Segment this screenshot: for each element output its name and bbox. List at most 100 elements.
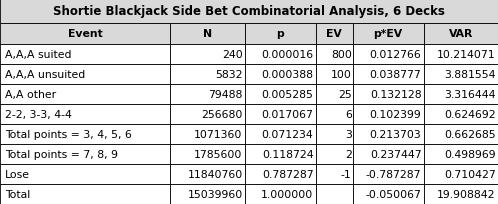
Text: 25: 25 <box>338 90 352 100</box>
Bar <box>245 23 316 45</box>
Bar <box>245 184 316 204</box>
Bar <box>245 164 316 184</box>
Text: 0.102399: 0.102399 <box>370 110 421 120</box>
Bar <box>245 45 316 65</box>
Bar <box>245 65 316 85</box>
Text: 1.000000: 1.000000 <box>261 189 313 199</box>
Bar <box>316 85 353 104</box>
Text: 1785600: 1785600 <box>194 149 243 159</box>
Text: Shortie Blackjack Side Bet Combinatorial Analysis, 6 Decks: Shortie Blackjack Side Bet Combinatorial… <box>53 5 445 18</box>
Bar <box>316 124 353 144</box>
Bar <box>353 144 423 164</box>
Bar <box>170 144 245 164</box>
Text: 5832: 5832 <box>215 70 243 80</box>
Text: 240: 240 <box>222 50 243 60</box>
Text: p: p <box>276 29 284 39</box>
Text: -0.050067: -0.050067 <box>366 189 421 199</box>
Text: 0.498969: 0.498969 <box>444 149 496 159</box>
Text: 79488: 79488 <box>208 90 243 100</box>
Text: 6: 6 <box>345 110 352 120</box>
Text: Lose: Lose <box>5 169 30 179</box>
Text: 0.132128: 0.132128 <box>370 90 421 100</box>
Text: 0.005285: 0.005285 <box>261 90 313 100</box>
Text: Total points = 7, 8, 9: Total points = 7, 8, 9 <box>5 149 118 159</box>
Bar <box>245 124 316 144</box>
Text: 0.710427: 0.710427 <box>444 169 496 179</box>
Bar <box>316 45 353 65</box>
Text: 0.624692: 0.624692 <box>444 110 496 120</box>
Bar <box>423 85 498 104</box>
Text: 0.012766: 0.012766 <box>370 50 421 60</box>
Bar <box>316 144 353 164</box>
Text: VAR: VAR <box>449 29 473 39</box>
Bar <box>0 45 170 65</box>
Text: 3.881554: 3.881554 <box>444 70 496 80</box>
Bar <box>353 85 423 104</box>
Bar <box>245 104 316 124</box>
Bar <box>245 144 316 164</box>
Bar <box>170 104 245 124</box>
Bar <box>316 164 353 184</box>
Text: Total points = 3, 4, 5, 6: Total points = 3, 4, 5, 6 <box>5 129 132 139</box>
Bar <box>423 144 498 164</box>
Bar <box>0 104 170 124</box>
Bar <box>353 104 423 124</box>
Text: A,A,A suited: A,A,A suited <box>5 50 72 60</box>
Text: 0.237447: 0.237447 <box>370 149 421 159</box>
Bar <box>353 184 423 204</box>
Text: 11840760: 11840760 <box>187 169 243 179</box>
Bar <box>423 184 498 204</box>
Text: EV: EV <box>326 29 342 39</box>
Bar <box>170 45 245 65</box>
Bar <box>353 164 423 184</box>
Text: p*EV: p*EV <box>374 29 403 39</box>
Text: 0.118724: 0.118724 <box>262 149 313 159</box>
Text: 2: 2 <box>345 149 352 159</box>
Bar <box>170 124 245 144</box>
Bar <box>0 124 170 144</box>
Text: -0.787287: -0.787287 <box>366 169 421 179</box>
Text: 0.787287: 0.787287 <box>262 169 313 179</box>
Text: 0.017067: 0.017067 <box>261 110 313 120</box>
Text: Total: Total <box>5 189 30 199</box>
Bar <box>423 45 498 65</box>
Text: 3: 3 <box>345 129 352 139</box>
Bar <box>170 65 245 85</box>
Bar <box>423 164 498 184</box>
Text: 10.214071: 10.214071 <box>437 50 496 60</box>
Text: 3.316444: 3.316444 <box>444 90 496 100</box>
Text: Event: Event <box>68 29 103 39</box>
Text: -1: -1 <box>341 169 352 179</box>
Bar <box>0 23 170 45</box>
Text: N: N <box>203 29 212 39</box>
Bar <box>170 23 245 45</box>
Bar <box>170 85 245 104</box>
Bar <box>0 144 170 164</box>
Bar <box>0 184 170 204</box>
Bar <box>316 65 353 85</box>
Text: 0.000016: 0.000016 <box>261 50 313 60</box>
Bar <box>0 65 170 85</box>
Bar <box>245 85 316 104</box>
Text: 800: 800 <box>331 50 352 60</box>
Bar <box>316 184 353 204</box>
Text: 1071360: 1071360 <box>194 129 243 139</box>
Bar <box>316 104 353 124</box>
Bar <box>0 85 170 104</box>
Bar <box>353 45 423 65</box>
Bar <box>170 184 245 204</box>
Bar <box>423 65 498 85</box>
Text: 15039960: 15039960 <box>187 189 243 199</box>
Bar <box>353 23 423 45</box>
Text: 0.000388: 0.000388 <box>261 70 313 80</box>
Text: A,A other: A,A other <box>5 90 56 100</box>
Text: 0.662685: 0.662685 <box>444 129 496 139</box>
Bar <box>316 23 353 45</box>
Bar <box>423 124 498 144</box>
Bar <box>0 164 170 184</box>
Text: A,A,A unsuited: A,A,A unsuited <box>5 70 85 80</box>
Bar <box>423 104 498 124</box>
Bar <box>353 124 423 144</box>
Text: 2-2, 3-3, 4-4: 2-2, 3-3, 4-4 <box>5 110 72 120</box>
Bar <box>170 164 245 184</box>
